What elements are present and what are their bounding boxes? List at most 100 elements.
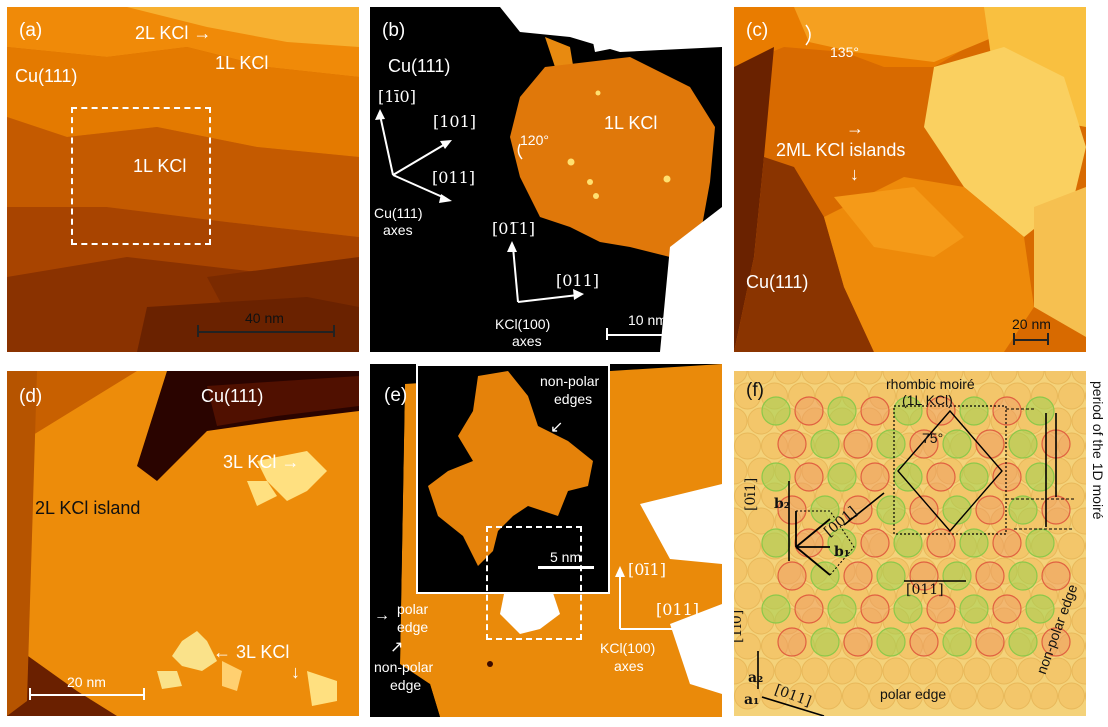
scale-bar-label: 20 nm — [1012, 316, 1051, 332]
inset-label-2: edges — [554, 391, 593, 407]
k-ion — [810, 627, 840, 657]
cl-ion — [1041, 627, 1071, 657]
k-ion — [893, 528, 923, 558]
cu-axis-011-arrow — [761, 696, 825, 716]
cu-atom — [990, 607, 1018, 635]
cu-atom — [734, 632, 761, 660]
arrow-ne: ↗ — [390, 639, 404, 656]
rhombic-moire-cell — [897, 409, 1003, 533]
cu-atom — [963, 371, 991, 385]
inset-image — [416, 364, 610, 594]
k-ion — [761, 396, 791, 426]
label-1l-kcl-box: 1L KCl — [133, 156, 187, 176]
cu-atom — [855, 407, 883, 435]
angle-arc — [805, 24, 811, 46]
lattice-diagram — [734, 371, 1086, 716]
cl-ion — [926, 396, 956, 426]
cl-ion — [909, 495, 939, 525]
cu-atom — [734, 432, 761, 460]
cu-atom — [761, 632, 788, 660]
label-2l-kcl-island: 2L KCl island — [35, 498, 141, 518]
cu-atom — [734, 582, 761, 610]
label-2l-kcl: 2L KCl → — [135, 23, 212, 43]
label-cu111: Cu(111) — [201, 386, 264, 406]
cl-ion — [794, 462, 824, 492]
cu-atom — [801, 457, 829, 485]
cu-atom — [1058, 682, 1085, 710]
cl-ion — [975, 561, 1005, 591]
dir-label-011: [011] — [906, 582, 944, 598]
panel-a-image — [7, 7, 359, 352]
cl-ion — [777, 627, 807, 657]
unit-cell-dotted — [796, 510, 855, 576]
cu-atom — [1085, 690, 1086, 702]
cu-axes-label-2: axes — [383, 222, 413, 238]
cu-atom — [1085, 440, 1086, 452]
cu-atom — [1071, 371, 1086, 385]
cl-ion — [843, 429, 873, 459]
k-ion — [827, 396, 857, 426]
cl-ion — [975, 495, 1005, 525]
label-2ml-kcl-islands: 2ML KCl islands — [776, 140, 906, 160]
k-ion — [827, 528, 857, 558]
k-ion — [893, 462, 923, 492]
cl-ion — [975, 429, 1005, 459]
cu-atom — [734, 532, 761, 560]
cu-axes-label-1: Cu(111) — [374, 205, 423, 221]
cl-ion — [860, 594, 890, 624]
cu-atom — [1071, 557, 1086, 585]
cu-atom — [774, 557, 802, 585]
cu-atom — [950, 682, 977, 710]
panel-d-image — [7, 371, 359, 716]
label-cu111: Cu(111) — [388, 56, 451, 76]
k-ion — [761, 528, 791, 558]
k-ion — [1025, 594, 1055, 624]
label-1l-kcl: 1L KCl — [604, 113, 658, 133]
inset-scale-bar — [538, 566, 594, 569]
k-ion — [1025, 462, 1055, 492]
k-ion — [1008, 561, 1038, 591]
cu-atom — [734, 407, 748, 435]
cu-atom — [734, 382, 761, 410]
k-ion — [942, 495, 972, 525]
cu-atom — [828, 657, 856, 685]
k-ion — [959, 594, 989, 624]
kcl-axes-label-1: KCl(100) — [495, 316, 551, 332]
arrow-down: ↓ — [291, 662, 300, 682]
k-ion — [827, 462, 857, 492]
kcl-dir-011: [011] — [656, 600, 700, 619]
cl-ion — [843, 495, 873, 525]
moire-unit-box — [893, 405, 1007, 535]
cl-ion — [992, 528, 1022, 558]
cu-atom — [990, 657, 1018, 685]
cu-atom — [882, 371, 910, 385]
scale-bar-label: 10 nm — [628, 312, 667, 328]
k-ion — [942, 429, 972, 459]
angle-label: 75° — [922, 430, 944, 446]
scale-bar — [29, 694, 144, 696]
cu-atom — [909, 371, 937, 385]
cu-atom — [1031, 682, 1058, 710]
label-cu111: Cu(111) — [746, 272, 809, 292]
cu-atom — [1085, 390, 1086, 402]
cu-atom — [1071, 407, 1086, 435]
k-ion — [810, 561, 840, 591]
scale-bar-tick-l — [1013, 333, 1015, 345]
cu-atom — [801, 371, 829, 385]
cu-atom — [882, 657, 910, 685]
inset-label-1: non-polar — [540, 373, 600, 389]
cu-atom — [896, 682, 923, 710]
k-ion — [761, 594, 791, 624]
k-ion — [942, 561, 972, 591]
scale-bar-tick-r — [333, 325, 335, 337]
cu-atom — [774, 371, 802, 385]
scale-bar-tick-l — [29, 688, 31, 700]
scale-bar — [1013, 339, 1048, 341]
panel-tag: (c) — [746, 20, 769, 41]
cu-atom — [734, 557, 748, 585]
cu-atom — [1058, 432, 1085, 460]
panel-tag: (e) — [384, 385, 408, 406]
k-ion — [942, 627, 972, 657]
cl-ion — [794, 594, 824, 624]
cu-atom — [1085, 590, 1086, 602]
